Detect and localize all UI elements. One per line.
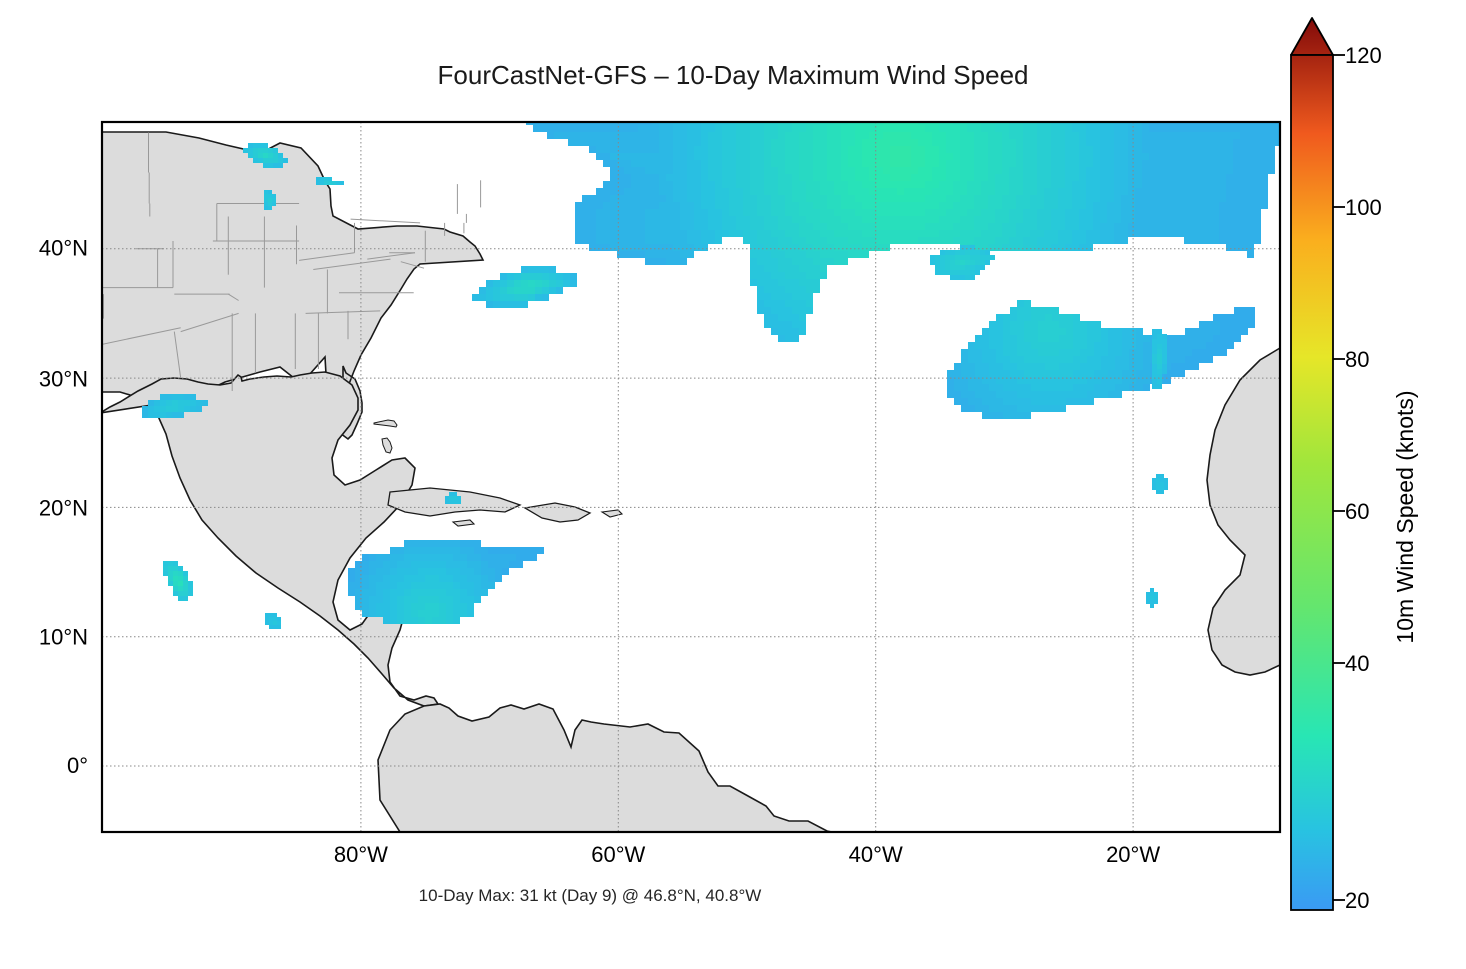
svg-text:20°W: 20°W xyxy=(1106,842,1160,867)
svg-text:80°W: 80°W xyxy=(334,842,388,867)
svg-text:10m Wind Speed (knots): 10m Wind Speed (knots) xyxy=(1392,390,1418,643)
svg-text:20°N: 20°N xyxy=(39,496,88,521)
svg-text:40: 40 xyxy=(1345,651,1369,676)
svg-text:10°N: 10°N xyxy=(39,625,88,650)
svg-text:60°W: 60°W xyxy=(591,842,645,867)
svg-text:40°N: 40°N xyxy=(39,236,88,261)
svg-text:0°: 0° xyxy=(67,753,88,778)
svg-text:100: 100 xyxy=(1345,195,1382,220)
svg-text:120: 120 xyxy=(1345,43,1382,68)
svg-text:30°N: 30°N xyxy=(39,367,88,392)
svg-text:60: 60 xyxy=(1345,499,1369,524)
svg-text:40°W: 40°W xyxy=(849,842,903,867)
svg-text:20: 20 xyxy=(1345,888,1369,913)
svg-text:80: 80 xyxy=(1345,347,1369,372)
